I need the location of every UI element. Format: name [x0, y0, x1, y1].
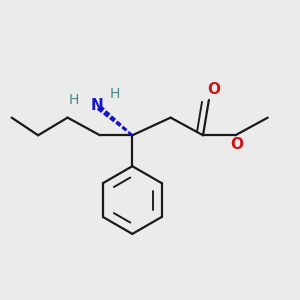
Text: H: H — [110, 87, 120, 101]
Text: H: H — [68, 93, 79, 107]
Text: O: O — [207, 82, 220, 97]
Text: N: N — [91, 98, 103, 113]
Text: O: O — [230, 136, 243, 152]
